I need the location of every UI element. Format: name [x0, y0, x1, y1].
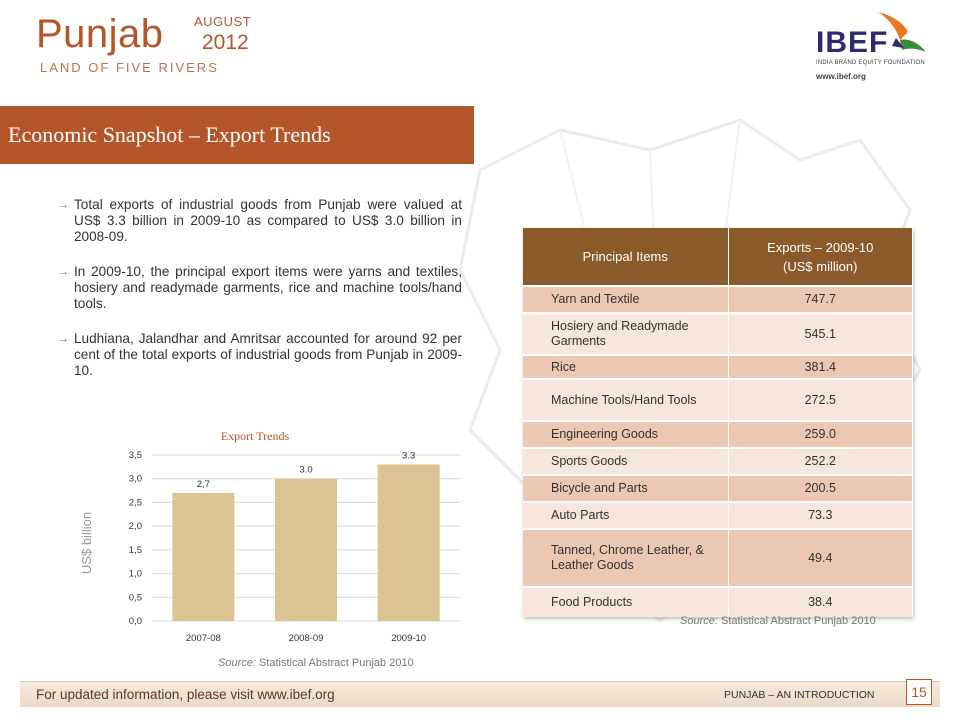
bullet-text: Ludhiana, Jalandhar and Amritsar account… [74, 331, 462, 378]
table-row: Machine Tools/Hand Tools 272.5 [523, 378, 913, 421]
table-cell-item: Food Products [523, 586, 729, 617]
table-row: Rice 381.4 [523, 354, 913, 379]
column-header-exports: Exports – 2009-10 (US$ million) [728, 228, 913, 286]
table-cell-item: Tanned, Chrome Leather, & Leather Goods [523, 528, 729, 587]
table-cell-value: 252.2 [728, 447, 913, 475]
table-row: Bicycle and Parts 200.5 [523, 474, 913, 502]
table-cell-value: 200.5 [728, 474, 913, 502]
chart-source-label: Source: [218, 657, 256, 669]
chart-source: Source: Statistical Abstract Punjab 2010 [218, 657, 414, 669]
table-cell-item: Hosiery and Readymade Garments [523, 312, 729, 355]
logo-subtitle: INDIA BRAND EQUITY FOUNDATION [816, 60, 925, 66]
section-title: Economic Snapshot – Export Trends [8, 122, 331, 147]
table-row: Hosiery and Readymade Garments 545.1 [523, 312, 913, 355]
section-banner: Economic Snapshot – Export Trends [0, 106, 474, 164]
logo-text: IBEF [816, 26, 889, 59]
bullet-item: → In 2009-10, the principal export items… [58, 264, 462, 312]
arrow-right-icon: → [58, 266, 69, 278]
chart-bar [377, 464, 440, 621]
chart-y-tick-label: 3,0 [129, 474, 142, 485]
column-header-exports-line2: (US$ million) [783, 258, 858, 274]
table-cell-item: Yarn and Textile [523, 285, 729, 313]
table-cell-value: 73.3 [728, 501, 913, 529]
chart-y-tick-label: 0,5 [129, 592, 142, 603]
column-header-items: Principal Items [523, 228, 729, 286]
table-source-label: Source: [680, 615, 718, 627]
table-source: Source: Statistical Abstract Punjab 2010 [680, 615, 876, 627]
chart-x-tick-label: 2007-08 [186, 633, 221, 644]
chart-y-tick-label: 3,5 [129, 450, 142, 461]
table-cell-item: Rice [523, 354, 729, 379]
page-title: Punjab [36, 12, 164, 56]
table-cell-item: Auto Parts [523, 501, 729, 529]
table-header-row: Principal Items Exports – 2009-10 (US$ m… [523, 228, 913, 286]
page-subtitle: LAND OF FIVE RIVERS [40, 60, 219, 75]
footer-bar: For updated information, please visit ww… [20, 681, 940, 707]
table-cell-value: 38.4 [728, 586, 913, 617]
report-year: 2012 [202, 31, 249, 54]
table-row: Yarn and Textile 747.7 [523, 285, 913, 313]
bullet-list: → Total exports of industrial goods from… [58, 197, 462, 398]
bullet-item: → Ludhiana, Jalandhar and Amritsar accou… [58, 331, 462, 379]
ibef-bird-logo-icon [878, 12, 926, 52]
table-cell-item: Machine Tools/Hand Tools [523, 378, 729, 421]
table-cell-value: 272.5 [728, 378, 913, 421]
exports-table-container: Principal Items Exports – 2009-10 (US$ m… [523, 228, 913, 617]
chart-y-tick-label: 2,0 [129, 521, 142, 532]
table-cell-value: 381.4 [728, 354, 913, 379]
chart-title: Export Trends [221, 429, 290, 443]
chart-data-label: 3.0 [299, 465, 312, 476]
report-month: AUGUST [194, 14, 252, 29]
chart-x-tick-label: 2008-09 [289, 633, 324, 644]
chart-source-text: Statistical Abstract Punjab 2010 [258, 657, 414, 669]
table-cell-value: 49.4 [728, 528, 913, 587]
chart-data-label: 3.3 [402, 450, 415, 461]
chart-bar [172, 492, 235, 621]
table-cell-item: Sports Goods [523, 447, 729, 475]
chart-y-tick-label: 1,0 [129, 569, 142, 580]
exports-table: Principal Items Exports – 2009-10 (US$ m… [523, 228, 913, 617]
bullet-text: Total exports of industrial goods from P… [74, 197, 462, 244]
table-source-text: Statistical Abstract Punjab 2010 [720, 615, 876, 627]
footer-section-label: PUNJAB – AN INTRODUCTION [724, 689, 875, 701]
table-row: Sports Goods 252.2 [523, 447, 913, 475]
arrow-right-icon: → [58, 199, 69, 211]
table-row: Engineering Goods 259.0 [523, 420, 913, 448]
bullet-text: In 2009-10, the principal export items w… [74, 264, 462, 311]
table-cell-value: 259.0 [728, 420, 913, 448]
chart-y-tick-label: 0,0 [129, 616, 142, 627]
footer-text: For updated information, please visit ww… [36, 687, 335, 702]
chart-y-tick-label: 1,5 [129, 545, 142, 556]
page-number: 15 [906, 679, 932, 705]
table-cell-item: Bicycle and Parts [523, 474, 729, 502]
logo-url: www.ibef.org [816, 72, 866, 81]
chart-bar [275, 478, 337, 621]
table-cell-item: Engineering Goods [523, 420, 729, 448]
arrow-right-icon: → [58, 333, 69, 345]
chart-data-label: 2,7 [197, 479, 210, 490]
chart-y-tick-label: 2,5 [129, 497, 142, 508]
table-row: Auto Parts 73.3 [523, 501, 913, 529]
table-row: Food Products 38.4 [523, 586, 913, 617]
column-header-exports-line1: Exports – 2009-10 [767, 239, 874, 255]
chart-y-axis-label: US$ billion [79, 512, 94, 574]
table-cell-value: 545.1 [728, 312, 913, 355]
table-row: Tanned, Chrome Leather, & Leather Goods 4… [523, 528, 913, 587]
bullet-item: → Total exports of industrial goods from… [58, 197, 462, 245]
chart-x-tick-label: 2009-10 [391, 633, 426, 644]
table-cell-value: 747.7 [728, 285, 913, 313]
export-trends-chart: Export Trends US$ billion 0,0 0,5 1,0 1,5 2,… [79, 429, 460, 644]
